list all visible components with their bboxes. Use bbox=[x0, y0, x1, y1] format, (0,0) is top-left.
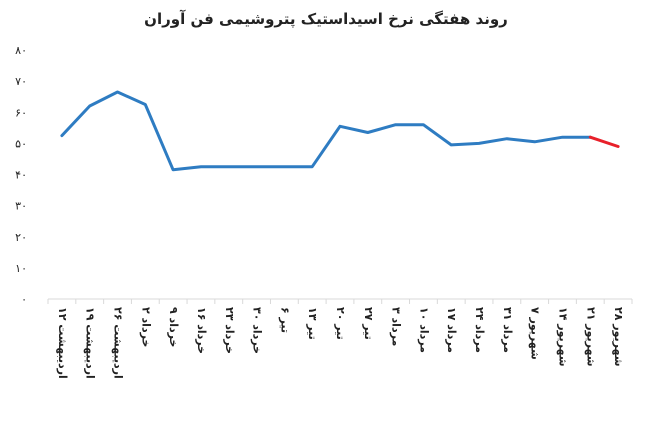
series-line bbox=[60, 90, 592, 172]
x-tick-label: ۱۰ مرداد bbox=[417, 307, 430, 353]
x-tick-label: ۱۹ اردیبهشت bbox=[84, 307, 97, 379]
y-tick-label: ۵۰ bbox=[15, 137, 27, 150]
y-tick-label: ۱۰ bbox=[15, 262, 27, 275]
x-tick-label: ۱۶ خرداد bbox=[195, 307, 208, 354]
x-tick-label: ۹ خرداد bbox=[167, 307, 180, 347]
y-tick-label: ۷۰ bbox=[15, 75, 27, 88]
x-tick-label: ۳ مرداد bbox=[390, 307, 403, 346]
x-tick-label: ۲۸ شهریور bbox=[612, 307, 625, 367]
x-tick-label: ۲۷ تیر bbox=[362, 307, 375, 340]
chart-title: روند هفتگی نرخ اسیداستیک پتروشیمی فن آور… bbox=[144, 10, 508, 28]
x-tick-label: ۱۷ مرداد bbox=[445, 307, 458, 353]
series-last-segment bbox=[588, 135, 620, 148]
x-tick-label: ۱۳ تیر bbox=[306, 307, 319, 340]
x-tick-label: ۷ شهریور bbox=[529, 307, 542, 360]
x-tick-label: ۳۰ خرداد bbox=[251, 307, 264, 354]
x-tick-label: ۶ تیر bbox=[278, 307, 291, 333]
x-tick-label: ۲۶ اردیبهشت bbox=[112, 307, 125, 379]
y-tick-label: ۶۰ bbox=[15, 106, 27, 119]
x-tick-label: ۲ خرداد bbox=[139, 307, 152, 347]
x-tick-label: ۱۲ اردیبهشت bbox=[56, 307, 69, 379]
x-tick-label: ۲۴ مرداد bbox=[473, 307, 486, 353]
x-tick-label: ۲۳ خرداد bbox=[223, 307, 236, 354]
x-tick-label: ۲۰ تیر bbox=[334, 307, 347, 340]
y-tick-label: ۴۰ bbox=[15, 169, 27, 182]
y-tick-label: ۳۰ bbox=[15, 200, 27, 213]
x-tick-label: ۳۱ مرداد bbox=[501, 307, 514, 353]
y-tick-label: ۸۰ bbox=[15, 44, 27, 57]
x-tick-label: ۲۱ شهریور bbox=[584, 307, 597, 367]
y-tick-label: ۲۰ bbox=[15, 231, 27, 244]
x-tick-label: ۱۴ شهریور bbox=[556, 307, 569, 367]
y-tick-label: ۰ bbox=[21, 293, 27, 306]
